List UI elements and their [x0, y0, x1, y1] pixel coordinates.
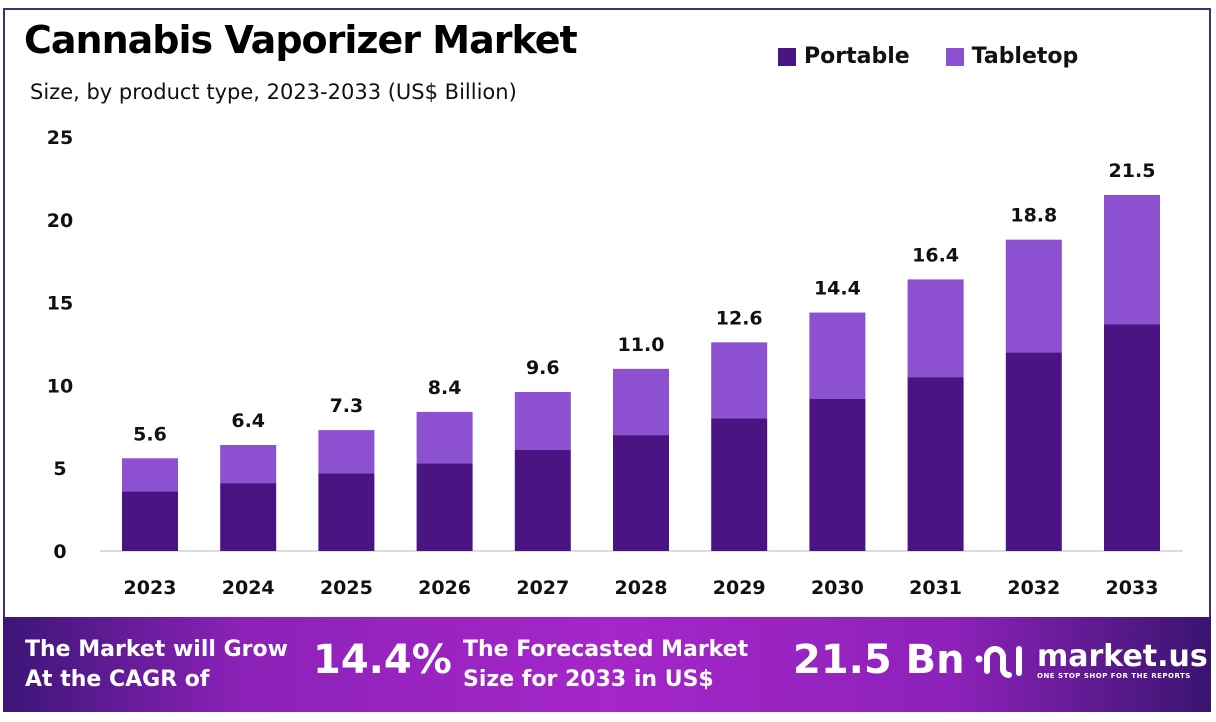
forecast-label: The Forecasted Market Size for 2033 in U… — [463, 635, 748, 695]
data-label-total: 14.4 — [814, 278, 861, 300]
data-label-total: 8.4 — [428, 377, 462, 399]
logo-icon — [975, 646, 1022, 678]
y-tick-label: 20 — [47, 210, 73, 232]
y-tick-label: 0 — [53, 541, 66, 563]
bar-tabletop-2033 — [1104, 194, 1160, 325]
cagr-label-line1: The Market will Grow — [25, 637, 288, 662]
bar-portable-2024 — [220, 483, 277, 551]
forecast-label-line2: Size for 2033 in US$ — [463, 667, 714, 692]
bar-portable-2026 — [416, 463, 473, 551]
data-label-total: 18.8 — [1010, 205, 1057, 227]
bar-portable-2029 — [711, 418, 768, 551]
data-label-total: 12.6 — [716, 307, 763, 329]
legend-swatch-portable — [778, 47, 796, 66]
y-tick-label: 10 — [47, 375, 73, 397]
y-tick-label: 5 — [53, 458, 66, 480]
bar-tabletop-2028 — [613, 368, 669, 436]
logo-tagline: ONE STOP SHOP FOR THE REPORTS — [1037, 672, 1191, 680]
bar-portable-2025 — [318, 473, 375, 551]
bar-tabletop-2025 — [318, 430, 375, 474]
bar-tabletop-2031 — [907, 279, 964, 378]
x-tick-label: 2026 — [418, 577, 471, 599]
legend: Portable Tabletop — [778, 44, 1078, 69]
chart-subtitle: Size, by product type, 2023-2033 (US$ Bi… — [30, 80, 517, 104]
y-tick-label: 25 — [47, 127, 73, 149]
logo-text: market.us — [1037, 639, 1208, 674]
forecast-value: 21.5 Bn — [793, 637, 965, 683]
chart-title: Cannabis Vaporizer Market — [24, 18, 578, 62]
bar-chart: 05101520255.620236.420247.320258.420269.… — [47, 127, 1183, 599]
x-tick-label: 2028 — [615, 577, 668, 599]
data-label-total: 11.0 — [618, 334, 665, 356]
cagr-label-line2: At the CAGR of — [25, 667, 210, 692]
market-us-logo: market.us ONE STOP SHOP FOR THE REPORTS — [973, 639, 1208, 683]
x-tick-label: 2030 — [811, 577, 864, 599]
data-label-total: 21.5 — [1109, 160, 1156, 182]
bar-tabletop-2029 — [711, 342, 768, 419]
legend-label-portable: Portable — [804, 44, 910, 69]
data-label-total: 6.4 — [231, 410, 265, 432]
x-tick-label: 2032 — [1007, 577, 1060, 599]
data-label-total: 7.3 — [330, 395, 364, 417]
cagr-label: The Market will Grow At the CAGR of — [25, 635, 288, 695]
legend-item-tabletop: Tabletop — [945, 44, 1079, 69]
legend-label-tabletop: Tabletop — [971, 44, 1079, 69]
x-tick-label: 2027 — [516, 577, 569, 599]
bar-portable-2023 — [122, 491, 178, 551]
x-tick-label: 2029 — [713, 577, 766, 599]
data-label-total: 9.6 — [526, 357, 560, 379]
legend-item-portable: Portable — [778, 44, 910, 69]
bar-portable-2028 — [613, 435, 669, 551]
bar-tabletop-2027 — [514, 392, 571, 450]
x-tick-label: 2024 — [222, 577, 275, 599]
bar-portable-2032 — [1005, 352, 1062, 551]
x-tick-label: 2023 — [124, 577, 177, 599]
bar-portable-2030 — [809, 398, 866, 551]
bar-tabletop-2023 — [122, 458, 178, 492]
footer-banner: The Market will Grow At the CAGR of 14.4… — [3, 617, 1211, 712]
data-label-total: 5.6 — [133, 423, 167, 445]
bar-tabletop-2024 — [220, 445, 277, 484]
bar-portable-2027 — [514, 449, 571, 551]
bar-portable-2033 — [1104, 324, 1160, 551]
cagr-value: 14.4% — [313, 637, 452, 683]
y-tick-label: 15 — [47, 293, 73, 315]
bar-tabletop-2030 — [809, 312, 866, 399]
forecast-label-line1: The Forecasted Market — [463, 637, 749, 662]
data-label-total: 16.4 — [912, 244, 959, 266]
bar-portable-2031 — [907, 377, 964, 551]
bar-tabletop-2032 — [1005, 239, 1062, 353]
legend-swatch-tabletop — [945, 47, 964, 66]
x-tick-label: 2033 — [1106, 577, 1159, 599]
x-tick-label: 2025 — [320, 577, 373, 599]
x-tick-label: 2031 — [909, 577, 962, 599]
bar-tabletop-2026 — [416, 411, 473, 464]
